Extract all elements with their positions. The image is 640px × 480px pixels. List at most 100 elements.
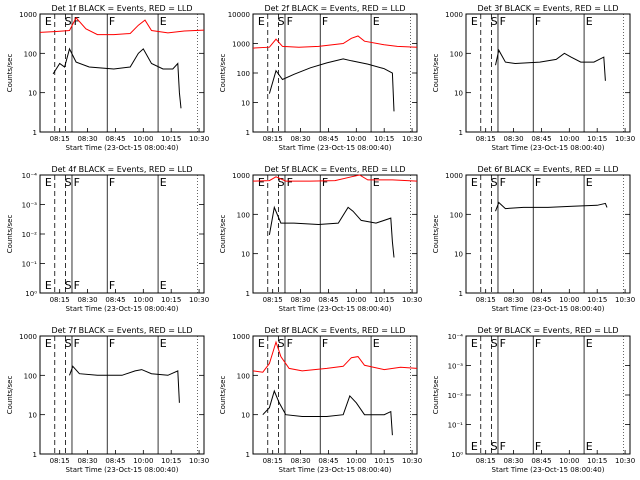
series-line-events <box>495 201 608 212</box>
y-tick-label: 10⁻³ <box>22 202 38 210</box>
panel-det-8: Det 8f BLACK = Events, RED = LLD 1 10 100 10… <box>219 326 422 474</box>
plot-frame <box>252 335 418 455</box>
marker-label-top: S <box>278 176 285 189</box>
x-tick-label: 08:45 <box>531 457 551 465</box>
y-tick-label: 1 <box>246 451 250 459</box>
marker-label-top: F <box>500 337 506 350</box>
x-tick-label: 08:15 <box>50 296 70 304</box>
marker-label-top: F <box>287 15 293 28</box>
marker-label-top: S <box>491 176 498 189</box>
x-tick-label: 08:30 <box>290 296 310 304</box>
marker-label-top: E <box>471 176 478 189</box>
series-line-events <box>495 48 606 81</box>
marker-label-top: E <box>160 176 167 189</box>
marker-label-top: E <box>471 15 478 28</box>
x-tick-label: 10:00 <box>346 135 366 143</box>
x-tick-label: 08:15 <box>476 296 496 304</box>
series-line-lld <box>39 16 205 36</box>
marker-label-top: E <box>471 337 478 350</box>
y-tick-label: 100 <box>450 211 463 219</box>
series-line-lld <box>252 340 418 373</box>
y-tick-label: 100 <box>237 70 250 78</box>
x-tick-label: 10:15 <box>374 296 394 304</box>
marker-label-top: S <box>65 15 72 28</box>
panel-title: Det 1f BLACK = Events, RED = LLD <box>51 4 192 13</box>
x-tick-label: 10:30 <box>402 457 422 465</box>
x-tick-label: 08:30 <box>290 457 310 465</box>
marker-label-top: F <box>500 176 506 189</box>
x-tick-label: 10:30 <box>189 135 209 143</box>
marker-label-top: S <box>65 176 72 189</box>
x-tick-label: 10:15 <box>161 135 181 143</box>
marker-label-top: F <box>109 15 115 28</box>
x-tick-label: 08:15 <box>50 457 70 465</box>
marker-label-top: E <box>45 176 52 189</box>
y-tick-label: 10⁰ <box>451 451 463 459</box>
x-tick-label: 10:15 <box>587 296 607 304</box>
x-axis-label: Start Time (23-Oct-15 08:00:40) <box>279 466 392 474</box>
panel-title: Det 5f BLACK = Events, RED = LLD <box>264 165 405 174</box>
panel-det-1: Det 1f BLACK = Events, RED = LLD 1 10 100 10… <box>6 4 209 152</box>
marker-label-bottom: S <box>65 279 72 292</box>
x-tick-label: 10:00 <box>133 296 153 304</box>
marker-label-top: E <box>258 176 265 189</box>
y-tick-label: 10 <box>241 412 250 420</box>
marker-label-top: E <box>373 176 380 189</box>
marker-label-top: F <box>535 337 541 350</box>
x-tick-label: 10:15 <box>161 296 181 304</box>
plot-frame <box>465 335 631 455</box>
plot-frame <box>39 335 205 455</box>
y-tick-label: 10⁻³ <box>448 363 464 371</box>
panel-title: Det 6f BLACK = Events, RED = LLD <box>477 165 618 174</box>
series-line-lld <box>252 35 418 49</box>
plot-frame <box>39 13 205 133</box>
series-line-events <box>268 205 395 258</box>
x-tick-label: 08:30 <box>503 296 523 304</box>
marker-label-top: F <box>109 337 115 350</box>
marker-label-top: F <box>74 176 80 189</box>
y-axis-label: Counts/sec <box>6 215 14 254</box>
marker-label-top: E <box>373 337 380 350</box>
y-tick-label: 1 <box>33 129 37 137</box>
marker-label-top: E <box>586 337 593 350</box>
panel-det-4: Det 4f BLACK = Events, RED = LLD 10⁰ 10⁻¹ 1… <box>6 165 209 313</box>
marker-label-bottom: F <box>500 440 506 453</box>
panel-det-2: Det 2f BLACK = Events, RED = LLD 1 10 100 10… <box>219 4 422 152</box>
series-line-events <box>262 389 393 436</box>
series-line-events <box>52 47 182 109</box>
panel-title: Det 2f BLACK = Events, RED = LLD <box>264 4 405 13</box>
plot-frame <box>465 174 631 294</box>
series-line-events <box>69 365 180 403</box>
y-tick-label: 10 <box>241 100 250 108</box>
x-tick-label: 10:15 <box>587 135 607 143</box>
marker-label-top: F <box>535 176 541 189</box>
y-tick-label: 1000 <box>232 172 250 180</box>
marker-label-top: E <box>258 337 265 350</box>
x-tick-label: 08:15 <box>476 135 496 143</box>
y-axis-label: Counts/sec <box>432 215 440 254</box>
panel-det-7: Det 7f BLACK = Events, RED = LLD 1 10 100 10… <box>6 326 209 474</box>
y-tick-label: 10 <box>454 251 463 259</box>
y-tick-label: 1000 <box>445 172 463 180</box>
x-tick-label: 10:00 <box>559 457 579 465</box>
y-tick-label: 10 <box>28 90 37 98</box>
x-tick-label: 08:45 <box>531 135 551 143</box>
panel-title: Det 7f BLACK = Events, RED = LLD <box>51 326 192 335</box>
y-tick-label: 10 <box>241 251 250 259</box>
marker-label-top: E <box>160 15 167 28</box>
y-tick-label: 10⁻⁴ <box>22 172 38 180</box>
marker-label-bottom: E <box>45 279 52 292</box>
panel-det-6: Det 6f BLACK = Events, RED = LLD 1 10 100 10… <box>432 165 635 313</box>
y-axis-label: Counts/sec <box>219 376 227 415</box>
plot-frame <box>252 174 418 294</box>
y-tick-label: 1000 <box>232 333 250 341</box>
y-tick-label: 10⁻⁴ <box>448 333 464 341</box>
x-axis-label: Start Time (23-Oct-15 08:00:40) <box>279 305 392 313</box>
x-tick-label: 10:00 <box>133 457 153 465</box>
marker-label-top: F <box>287 176 293 189</box>
panel-det-3: Det 3f BLACK = Events, RED = LLD 1 10 100 10… <box>432 4 635 152</box>
y-tick-label: 10⁻¹ <box>22 261 38 269</box>
y-tick-label: 1 <box>459 129 463 137</box>
y-axis-label: Counts/sec <box>219 54 227 93</box>
